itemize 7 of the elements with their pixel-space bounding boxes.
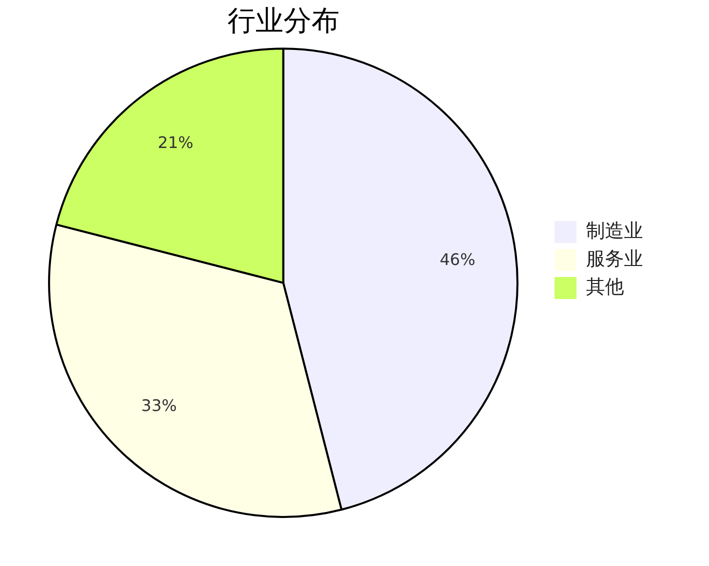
legend-label: 制造业 xyxy=(586,220,643,242)
data-label: 33% xyxy=(141,396,177,416)
chart-title: 行业分布 xyxy=(227,4,340,38)
data-label: 21% xyxy=(158,133,194,152)
data-label: 46% xyxy=(440,250,476,269)
legend-label: 服务业 xyxy=(586,248,643,270)
legend-label: 其他 xyxy=(586,276,624,298)
